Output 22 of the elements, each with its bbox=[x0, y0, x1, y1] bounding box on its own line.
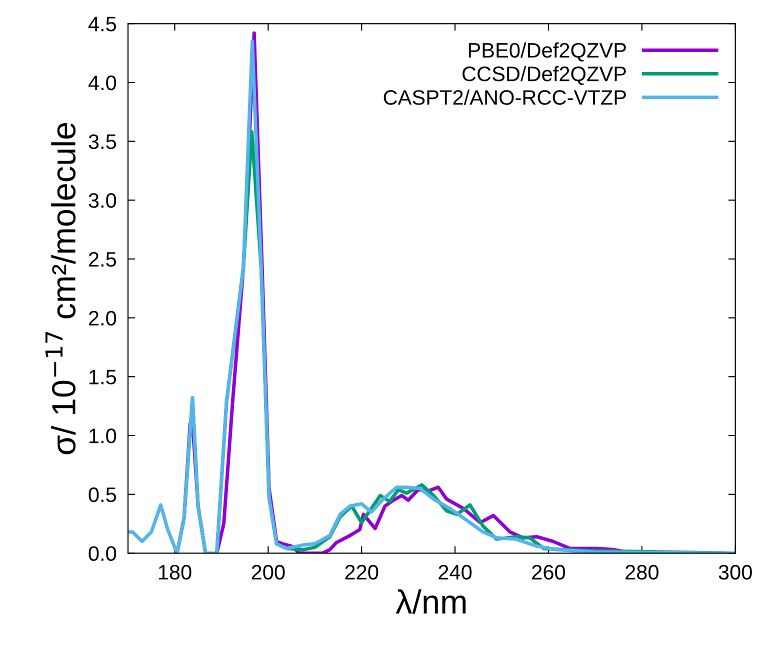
x-tick-label: 240 bbox=[438, 564, 472, 580]
y-tick-label: 0.0 bbox=[88, 546, 116, 561]
y-tick-label: 1.5 bbox=[90, 370, 116, 384]
x-tick-label: 300 bbox=[718, 564, 752, 580]
y-tick-label: 3.5 bbox=[88, 134, 116, 150]
x-tick-label: 200 bbox=[252, 564, 285, 580]
y-axis-title: σ/ 10$^{−17}$ cm²/molecule bbox=[45, 122, 76, 454]
x-tick-label: 280 bbox=[626, 564, 658, 580]
legend-label: CASPT2/ANO-RCC-VTZP bbox=[384, 90, 626, 105]
y-tick-label: 4.0 bbox=[88, 75, 116, 90]
x-tick-label: 220 bbox=[345, 564, 378, 580]
x-tick-label: 180 bbox=[158, 564, 192, 580]
y-tick-label: 3.0 bbox=[88, 193, 116, 208]
y-tick-label: 2.5 bbox=[88, 252, 116, 267]
x-tick-label: 260 bbox=[532, 564, 566, 580]
x-axis-title: λ/nm bbox=[396, 589, 466, 614]
y-tick-label: 1.0 bbox=[90, 428, 116, 444]
y-tick-label: 2.0 bbox=[88, 310, 116, 326]
y-tick-label: 0.5 bbox=[88, 487, 116, 502]
legend-label: PBE0/Def2QZVP bbox=[468, 42, 626, 62]
legend-label: CCSD/Def2QZVP bbox=[462, 66, 626, 86]
y-tick-label: 4.5 bbox=[88, 16, 116, 32]
